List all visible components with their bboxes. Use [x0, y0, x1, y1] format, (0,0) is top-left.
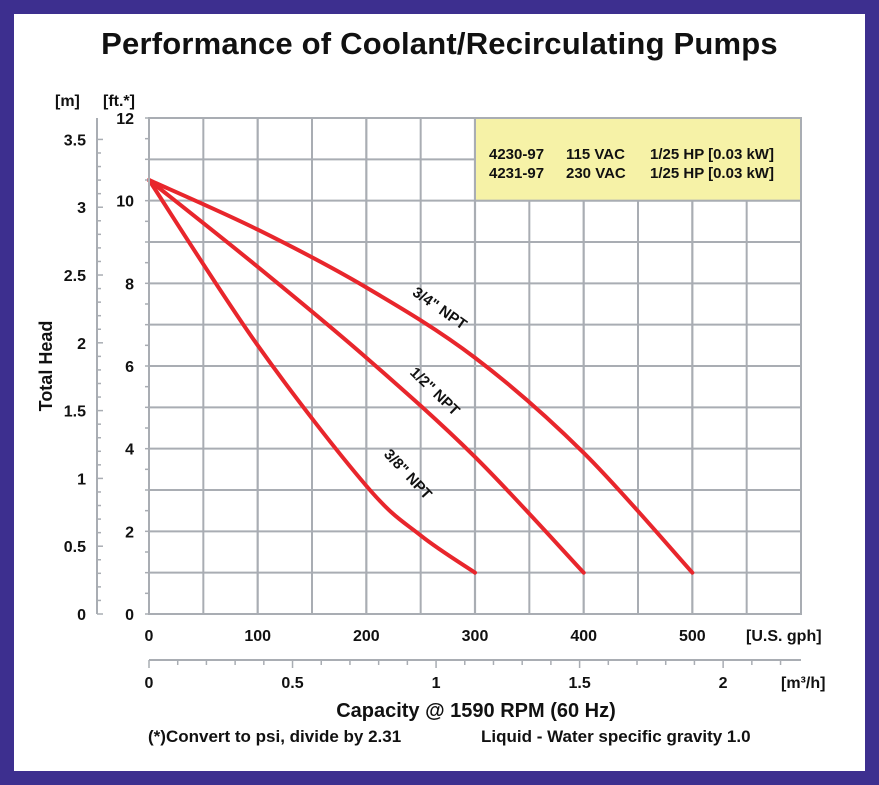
y-tick-label-ft: 12 — [116, 111, 134, 128]
legend-cell: 115 VAC — [566, 146, 625, 163]
series-line — [147, 178, 695, 575]
y-tick-label-m: 3 — [77, 200, 86, 217]
series-label: 1/2" NPT — [406, 364, 463, 419]
legend-cell: 4230-97 — [489, 146, 544, 163]
y-tick-label-m: 2 — [77, 336, 86, 353]
y-axis-title: Total Head — [36, 321, 56, 412]
y-tick-label-m: 3.5 — [64, 132, 86, 149]
x-tick-label-m3h: 2 — [719, 675, 728, 692]
y-tick-label-ft: 6 — [125, 359, 134, 376]
y-tick-label-ft: 0 — [125, 607, 134, 624]
y-tick-label-ft: 4 — [125, 442, 134, 459]
footnote-liquid: Liquid - Water specific gravity 1.0 — [481, 727, 751, 746]
x-tick-label-m3h: 1.5 — [568, 675, 590, 692]
y-tick-label-m: 1.5 — [64, 404, 86, 421]
x-tick-label-m3h: 0 — [145, 675, 154, 692]
y-tick-label-ft: 10 — [116, 194, 134, 211]
y-tick-label-ft: 2 — [125, 524, 134, 541]
footnote-psi: (*)Convert to psi, divide by 2.31 — [148, 727, 401, 746]
legend-cell: 1/25 HP [0.03 kW] — [650, 165, 774, 182]
x-unit-m3h: [m³/h] — [781, 675, 825, 692]
series-line — [147, 178, 586, 575]
x-tick-label-m3h: 0.5 — [281, 675, 303, 692]
chart-title: Performance of Coolant/Recirculating Pum… — [101, 26, 778, 61]
axes — [96, 117, 801, 668]
x-tick-label-gph: 200 — [353, 628, 380, 645]
legend-box — [474, 117, 802, 202]
x-tick-label-gph: 0 — [145, 628, 154, 645]
y-tick-label-ft: 8 — [125, 276, 134, 293]
x-tick-label-m3h: 1 — [432, 675, 441, 692]
y-tick-label-m: 0.5 — [64, 539, 86, 556]
y-tick-label-m: 1 — [77, 471, 86, 488]
model-legend-box: 4230-97 115 VAC 1/25 HP [0.03 kW] 4231-97 23… — [474, 117, 802, 202]
legend-cell: 4231-97 — [489, 165, 544, 182]
series-label: 3/8" NPT — [380, 446, 435, 503]
x-tick-label-gph: 400 — [570, 628, 597, 645]
x-unit-gph: [U.S. gph] — [746, 628, 822, 645]
x-tick-label-gph: 300 — [462, 628, 489, 645]
series-label: 3/4" NPT — [409, 284, 470, 334]
x-axis-title: Capacity @ 1590 RPM (60 Hz) — [336, 700, 616, 722]
y-unit-ft: [ft.*] — [103, 93, 135, 110]
legend-cell: 230 VAC — [566, 165, 626, 182]
x-tick-label-gph: 500 — [679, 628, 706, 645]
y-unit-m: [m] — [55, 93, 80, 110]
x-tick-label-gph: 100 — [244, 628, 271, 645]
y-tick-label-m: 0 — [77, 607, 86, 624]
series-line — [147, 178, 477, 575]
legend-cell: 1/25 HP [0.03 kW] — [650, 146, 774, 163]
y-tick-label-m: 2.5 — [64, 268, 86, 285]
